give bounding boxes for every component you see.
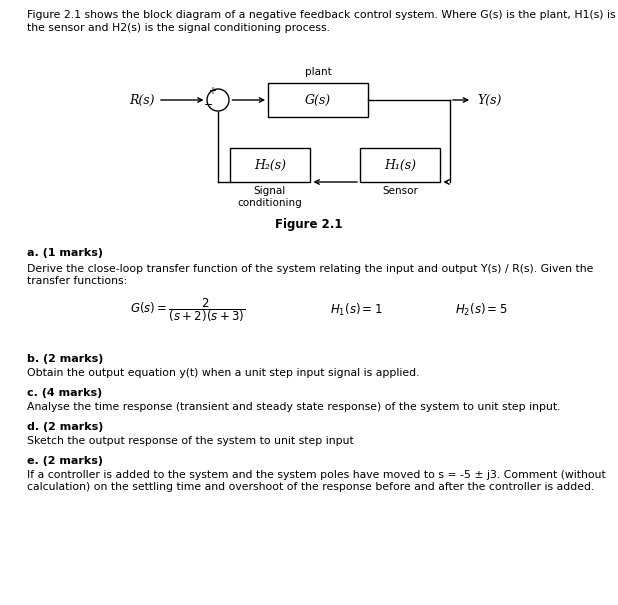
Text: transfer functions:: transfer functions: [27, 276, 127, 286]
Text: Sensor: Sensor [382, 186, 418, 196]
Text: b. (2 marks): b. (2 marks) [27, 354, 103, 364]
Text: plant: plant [305, 67, 331, 77]
Text: c. (4 marks): c. (4 marks) [27, 388, 102, 398]
Text: If a controller is added to the system and the system poles have moved to s = -5: If a controller is added to the system a… [27, 470, 606, 480]
Text: $G(s) = \dfrac{2}{(s+2)(s+3)}$: $G(s) = \dfrac{2}{(s+2)(s+3)}$ [130, 296, 245, 324]
Text: −: − [205, 100, 214, 110]
Text: Figure 2.1: Figure 2.1 [275, 218, 343, 231]
Text: Signal
conditioning: Signal conditioning [238, 186, 302, 208]
Text: G(s): G(s) [305, 94, 331, 106]
Text: H₁(s): H₁(s) [384, 159, 416, 171]
Bar [230, 148, 310, 182]
Text: Derive the close-loop transfer function of the system relating the input and out: Derive the close-loop transfer function … [27, 264, 593, 274]
Text: Sketch the output response of the system to unit step input: Sketch the output response of the system… [27, 436, 353, 446]
Text: Analyse the time response (transient and steady state response) of the system to: Analyse the time response (transient and… [27, 402, 561, 412]
Text: Obtain the output equation y(t) when a unit step input signal is applied.: Obtain the output equation y(t) when a u… [27, 368, 420, 378]
Text: the sensor and H2(s) is the signal conditioning process.: the sensor and H2(s) is the signal condi… [27, 23, 330, 33]
Text: R(s): R(s) [130, 94, 155, 106]
Text: H₂(s): H₂(s) [254, 159, 286, 171]
Text: $H_1(s) = 1$: $H_1(s) = 1$ [330, 302, 383, 318]
Text: Y(s): Y(s) [477, 94, 501, 106]
Bar [268, 83, 368, 117]
Text: e. (2 marks): e. (2 marks) [27, 456, 103, 466]
Text: Figure 2.1 shows the block diagram of a negative feedback control system. Where : Figure 2.1 shows the block diagram of a … [27, 10, 616, 20]
Text: $H_2(s) = 5$: $H_2(s) = 5$ [455, 302, 507, 318]
Bar [360, 148, 440, 182]
Text: d. (2 marks): d. (2 marks) [27, 422, 103, 432]
Text: a. (1 marks): a. (1 marks) [27, 248, 103, 258]
Text: calculation) on the settling time and overshoot of the response before and after: calculation) on the settling time and ov… [27, 482, 595, 492]
Text: +: + [208, 86, 216, 96]
